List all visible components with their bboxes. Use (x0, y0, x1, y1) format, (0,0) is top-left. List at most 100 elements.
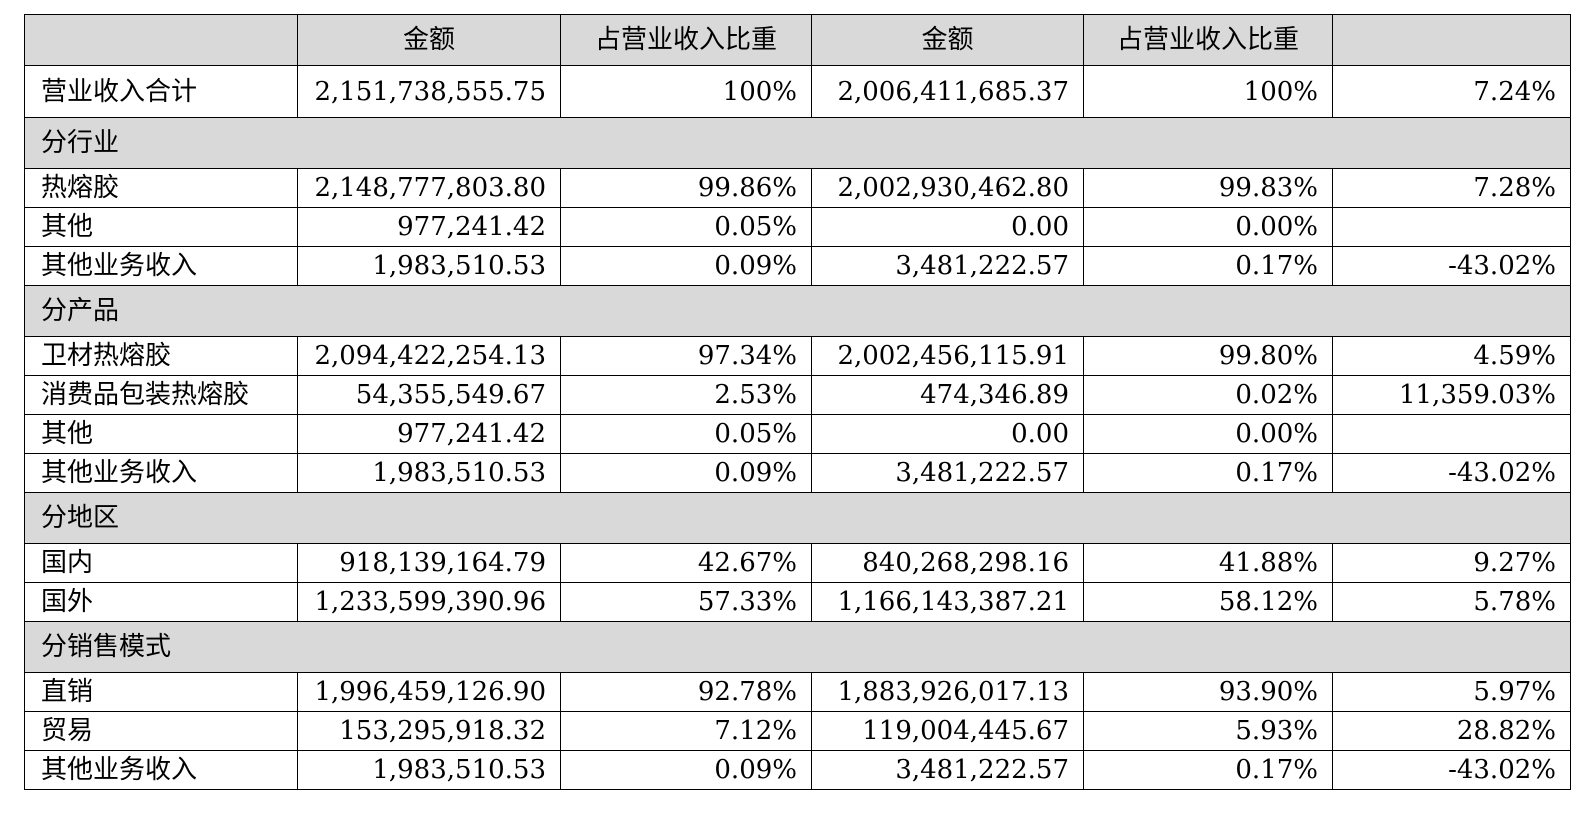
change-cell (1332, 414, 1571, 454)
share-prior-cell: 0.00% (1083, 414, 1333, 454)
change-cell (1332, 207, 1571, 247)
amount-prior-cell: 3,481,222.57 (811, 750, 1084, 790)
row-label: 国外 (24, 582, 298, 622)
total-share-prior: 100% (1083, 65, 1333, 118)
share-prior-cell: 99.80% (1083, 336, 1333, 376)
amount-prior-cell: 119,004,445.67 (811, 711, 1084, 751)
share-prior-cell: 93.90% (1083, 672, 1333, 712)
share-prior-cell: 41.88% (1083, 543, 1333, 583)
total-amount-prior: 2,006,411,685.37 (811, 65, 1084, 118)
row-label: 消费品包装热熔胶 (24, 375, 298, 415)
table-row: 其他 977,241.42 0.05% 0.00 0.00% (24, 414, 1571, 454)
row-label: 贸易 (24, 711, 298, 751)
share-current-cell: 97.34% (560, 336, 812, 376)
amount-current-cell: 1,983,510.53 (297, 246, 561, 286)
share-prior-cell: 0.17% (1083, 750, 1333, 790)
share-prior-cell: 99.83% (1083, 168, 1333, 208)
change-cell: 7.28% (1332, 168, 1571, 208)
amount-prior-cell: 0.00 (811, 414, 1084, 454)
share-current-cell: 7.12% (560, 711, 812, 751)
change-cell: 5.78% (1332, 582, 1571, 622)
change-cell: -43.02% (1332, 750, 1571, 790)
total-amount-current: 2,151,738,555.75 (297, 65, 561, 118)
total-change: 7.24% (1332, 65, 1571, 118)
section-title: 分地区 (24, 492, 1571, 544)
share-current-cell: 0.05% (560, 414, 812, 454)
table-body: 金额 占营业收入比重 金额 占营业收入比重 营业收入合计 2,151,738,5… (24, 14, 1571, 790)
share-current-cell: 57.33% (560, 582, 812, 622)
change-cell: 11,359.03% (1332, 375, 1571, 415)
change-cell: -43.02% (1332, 246, 1571, 286)
share-current-cell: 42.67% (560, 543, 812, 583)
share-current-cell: 92.78% (560, 672, 812, 712)
row-label: 其他业务收入 (24, 453, 298, 493)
header-cell-blank-left (24, 14, 298, 66)
share-current-cell: 0.09% (560, 453, 812, 493)
header-cell-blank-right (1332, 14, 1571, 66)
total-label: 营业收入合计 (24, 65, 298, 118)
share-prior-cell: 5.93% (1083, 711, 1333, 751)
section-header-row: 分产品 (24, 285, 1571, 337)
amount-prior-cell: 2,002,930,462.80 (811, 168, 1084, 208)
table-row: 消费品包装热熔胶 54,355,549.67 2.53% 474,346.89 0.02… (24, 375, 1571, 415)
change-cell: 9.27% (1332, 543, 1571, 583)
amount-prior-cell: 3,481,222.57 (811, 453, 1084, 493)
change-cell: 5.97% (1332, 672, 1571, 712)
amount-current-cell: 1,983,510.53 (297, 750, 561, 790)
table-row: 热熔胶 2,148,777,803.80 99.86% 2,002,930,462.8… (24, 168, 1571, 208)
table-row: 其他业务收入 1,983,510.53 0.09% 3,481,222.57 0.17%… (24, 750, 1571, 790)
total-share-current: 100% (560, 65, 812, 118)
share-prior-cell: 0.17% (1083, 453, 1333, 493)
amount-prior-cell: 2,002,456,115.91 (811, 336, 1084, 376)
amount-prior-cell: 0.00 (811, 207, 1084, 247)
amount-current-cell: 2,094,422,254.13 (297, 336, 561, 376)
section-header-row: 分销售模式 (24, 621, 1571, 673)
share-current-cell: 99.86% (560, 168, 812, 208)
table-row: 国内 918,139,164.79 42.67% 840,268,298.16 41.8… (24, 543, 1571, 583)
amount-current-cell: 1,996,459,126.90 (297, 672, 561, 712)
table-header-row: 金额 占营业收入比重 金额 占营业收入比重 (24, 14, 1571, 66)
amount-prior-cell: 1,166,143,387.21 (811, 582, 1084, 622)
share-prior-cell: 0.17% (1083, 246, 1333, 286)
amount-prior-cell: 474,346.89 (811, 375, 1084, 415)
amount-current-cell: 153,295,918.32 (297, 711, 561, 751)
share-current-cell: 0.09% (560, 246, 812, 286)
section-header-row: 分行业 (24, 117, 1571, 169)
amount-current-cell: 977,241.42 (297, 207, 561, 247)
table-row: 卫材热熔胶 2,094,422,254.13 97.34% 2,002,456,115… (24, 336, 1571, 376)
table-row: 贸易 153,295,918.32 7.12% 119,004,445.67 5.93%… (24, 711, 1571, 751)
amount-current-cell: 2,148,777,803.80 (297, 168, 561, 208)
table-row: 国外 1,233,599,390.96 57.33% 1,166,143,387.21… (24, 582, 1571, 622)
row-label: 其他业务收入 (24, 246, 298, 286)
header-cell-amount-prior: 金额 (811, 14, 1084, 66)
row-label: 直销 (24, 672, 298, 712)
amount-current-cell: 918,139,164.79 (297, 543, 561, 583)
row-label: 其他 (24, 414, 298, 454)
share-prior-cell: 0.00% (1083, 207, 1333, 247)
share-current-cell: 0.09% (560, 750, 812, 790)
amount-current-cell: 1,983,510.53 (297, 453, 561, 493)
section-title: 分行业 (24, 117, 1571, 169)
row-label: 热熔胶 (24, 168, 298, 208)
table-row: 其他业务收入 1,983,510.53 0.09% 3,481,222.57 0.17%… (24, 246, 1571, 286)
revenue-composition-table: 金额 占营业收入比重 金额 占营业收入比重 营业收入合计 2,151,738,5… (24, 14, 1571, 790)
change-cell: -43.02% (1332, 453, 1571, 493)
amount-prior-cell: 840,268,298.16 (811, 543, 1084, 583)
share-current-cell: 2.53% (560, 375, 812, 415)
total-row: 营业收入合计 2,151,738,555.75 100% 2,006,411,6… (24, 65, 1571, 118)
header-cell-amount-current: 金额 (297, 14, 561, 66)
amount-prior-cell: 1,883,926,017.13 (811, 672, 1084, 712)
row-label: 卫材热熔胶 (24, 336, 298, 376)
change-cell: 4.59% (1332, 336, 1571, 376)
table-row: 其他业务收入 1,983,510.53 0.09% 3,481,222.57 0.17%… (24, 453, 1571, 493)
share-prior-cell: 0.02% (1083, 375, 1333, 415)
amount-current-cell: 54,355,549.67 (297, 375, 561, 415)
section-title: 分产品 (24, 285, 1571, 337)
header-cell-share-current: 占营业收入比重 (560, 14, 812, 66)
section-title: 分销售模式 (24, 621, 1571, 673)
amount-current-cell: 1,233,599,390.96 (297, 582, 561, 622)
row-label: 其他 (24, 207, 298, 247)
table-row: 直销 1,996,459,126.90 92.78% 1,883,926,017.13… (24, 672, 1571, 712)
share-current-cell: 0.05% (560, 207, 812, 247)
section-header-row: 分地区 (24, 492, 1571, 544)
